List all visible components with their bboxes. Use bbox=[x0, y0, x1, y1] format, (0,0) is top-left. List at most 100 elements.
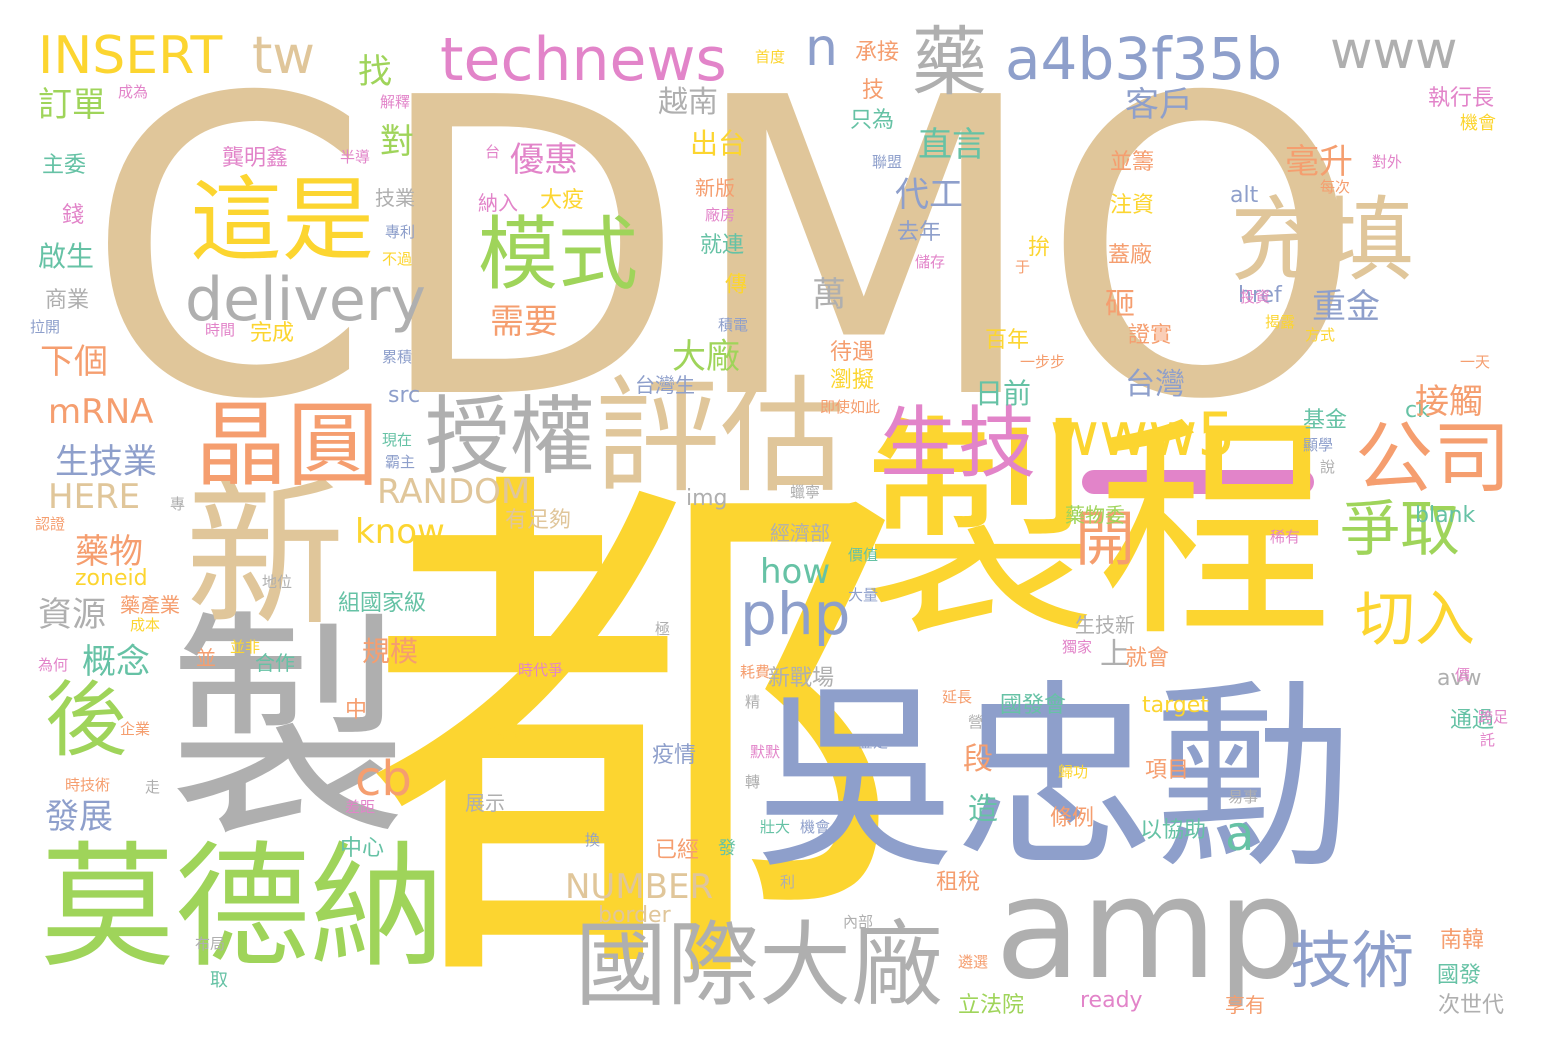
cloud-word: 對外 bbox=[1372, 153, 1403, 171]
cloud-word: 不過 bbox=[382, 250, 413, 268]
cloud-word: 機會 bbox=[800, 818, 831, 836]
cloud-word: 切入 bbox=[1355, 585, 1475, 655]
cloud-word: 爭取 bbox=[1340, 495, 1460, 565]
cloud-word: 台 bbox=[485, 143, 501, 161]
cloud-word: 經濟部 bbox=[770, 521, 830, 545]
cloud-word: know bbox=[355, 512, 445, 552]
cloud-word: 納入 bbox=[478, 191, 518, 215]
cloud-word: 接觸 bbox=[1415, 382, 1483, 422]
cloud-word: 生技新 bbox=[1075, 613, 1135, 637]
cloud-word: 商業 bbox=[45, 288, 90, 313]
cloud-word: 蓋廠 bbox=[1108, 243, 1153, 268]
cloud-word: 南韓 bbox=[1440, 928, 1485, 953]
cloud-word: 拉開 bbox=[30, 318, 61, 336]
cloud-word: 機會 bbox=[1460, 113, 1496, 134]
cloud-word: 取 bbox=[207, 970, 228, 988]
cloud-word: 新版 bbox=[695, 176, 735, 200]
cloud-word: 製程 bbox=[862, 396, 1332, 669]
cloud-word: 開 bbox=[1075, 505, 1135, 575]
cloud-word: 極 bbox=[655, 620, 671, 638]
cloud-word: 壯大 bbox=[760, 818, 791, 836]
cloud-word: 公司 bbox=[1355, 414, 1512, 504]
cloud-word: 重金 bbox=[1312, 287, 1380, 327]
cloud-word: 技業 bbox=[375, 186, 415, 210]
cloud-word: 規模 bbox=[362, 635, 419, 668]
cloud-word: 吳忠勳 bbox=[755, 663, 1356, 896]
cloud-word: 獨家 bbox=[1062, 638, 1093, 656]
cloud-word: 即使如此 bbox=[820, 398, 881, 416]
cloud-word: 地位 bbox=[262, 573, 293, 591]
cloud-word: 內部 bbox=[843, 913, 874, 931]
cloud-word: 模式 bbox=[478, 208, 638, 301]
cloud-word: 投資 bbox=[1240, 288, 1271, 306]
cloud-word: 意外 bbox=[475, 725, 520, 750]
cloud-word: 上 bbox=[1100, 637, 1130, 672]
cloud-word: www bbox=[1330, 21, 1458, 81]
cloud-word: 儲存 bbox=[915, 253, 946, 271]
cloud-word: 都 bbox=[365, 426, 905, 1052]
cloud-word: a bbox=[1225, 806, 1255, 862]
cloud-word: 去年 bbox=[897, 220, 942, 245]
cloud-word: 概念 bbox=[82, 642, 150, 682]
cloud-word: 拚 bbox=[1024, 235, 1049, 257]
cloud-word: 價 bbox=[1455, 666, 1471, 684]
cloud-word: 後 bbox=[45, 673, 128, 768]
cloud-word: delivery bbox=[185, 265, 426, 335]
cloud-word: 組國家級 bbox=[338, 591, 427, 616]
cloud-word: 新 bbox=[185, 461, 346, 648]
cloud-word: 錢 bbox=[62, 203, 85, 228]
cloud-word: 新戰場 bbox=[768, 666, 835, 691]
cloud-word: 主委 bbox=[42, 153, 87, 178]
cloud-word: 代工 bbox=[895, 175, 963, 215]
cloud-word: 並非 bbox=[230, 638, 261, 656]
cloud-word: 砸 bbox=[1105, 287, 1135, 322]
cloud-word: 就會 bbox=[1125, 646, 1170, 671]
cloud-word: alt bbox=[1230, 183, 1259, 208]
cloud-word: 方式 bbox=[1305, 326, 1336, 344]
cloud-word: 立法院 bbox=[958, 993, 1025, 1018]
cloud-word: 說 bbox=[1320, 458, 1336, 476]
cloud-word: 疫情 bbox=[652, 743, 697, 768]
cloud-word: 完成 bbox=[250, 321, 295, 346]
cloud-word: src bbox=[388, 383, 421, 408]
cloud-word: href bbox=[1238, 283, 1282, 308]
cloud-word: 已經 bbox=[655, 838, 700, 863]
cloud-word: 有足夠 bbox=[505, 508, 572, 533]
cloud-word: 證實 bbox=[1128, 323, 1173, 348]
cloud-word: 轉 bbox=[745, 773, 761, 791]
cloud-word: 認證 bbox=[35, 515, 66, 533]
cloud-word: 毫升 bbox=[1285, 142, 1353, 182]
cloud-word: 顯學 bbox=[1303, 436, 1334, 454]
cloud-word: HERE bbox=[48, 477, 141, 517]
cloud-word: 蠟寧 bbox=[790, 483, 821, 501]
cloud-word: 執行長 bbox=[1428, 86, 1495, 111]
cloud-word: ck bbox=[1405, 398, 1430, 423]
cloud-word: 時間 bbox=[205, 321, 236, 339]
cloud-word: 解釋 bbox=[380, 93, 411, 111]
cloud-word: 生技業 bbox=[55, 442, 157, 482]
cloud-word: 國發會 bbox=[1000, 693, 1067, 718]
cloud-word: 需要 bbox=[490, 302, 558, 342]
cloud-word: 瀏擬 bbox=[830, 368, 875, 393]
cloud-word: 就連 bbox=[700, 233, 745, 258]
cloud-word: 租稅 bbox=[936, 870, 981, 895]
cloud-word: zoneid bbox=[75, 566, 148, 591]
cloud-word: 注資 bbox=[1110, 193, 1155, 218]
cloud-word: 累積 bbox=[382, 348, 413, 366]
cloud-word: 並 bbox=[196, 646, 216, 670]
cloud-word: 出台 bbox=[690, 127, 747, 160]
cloud-word: 成為 bbox=[118, 83, 149, 101]
cloud-word: 藥 bbox=[912, 18, 988, 106]
cloud-word: 走 bbox=[145, 778, 161, 796]
cloud-word: 耗費 bbox=[740, 663, 771, 681]
cloud-word: 藥物委 bbox=[1065, 503, 1125, 527]
cloud-word: 企業 bbox=[120, 720, 151, 738]
underscore-dash-mark bbox=[1082, 470, 1314, 494]
cloud-word: 差距 bbox=[345, 798, 376, 816]
cloud-word: 營 bbox=[968, 713, 984, 731]
cloud-word: 專利 bbox=[385, 223, 416, 241]
cloud-word: 藥物 bbox=[75, 532, 143, 572]
cloud-word: 條例 bbox=[1050, 806, 1095, 831]
cloud-word: 台灣 bbox=[1125, 367, 1185, 402]
cloud-word: 這是 bbox=[190, 167, 375, 274]
